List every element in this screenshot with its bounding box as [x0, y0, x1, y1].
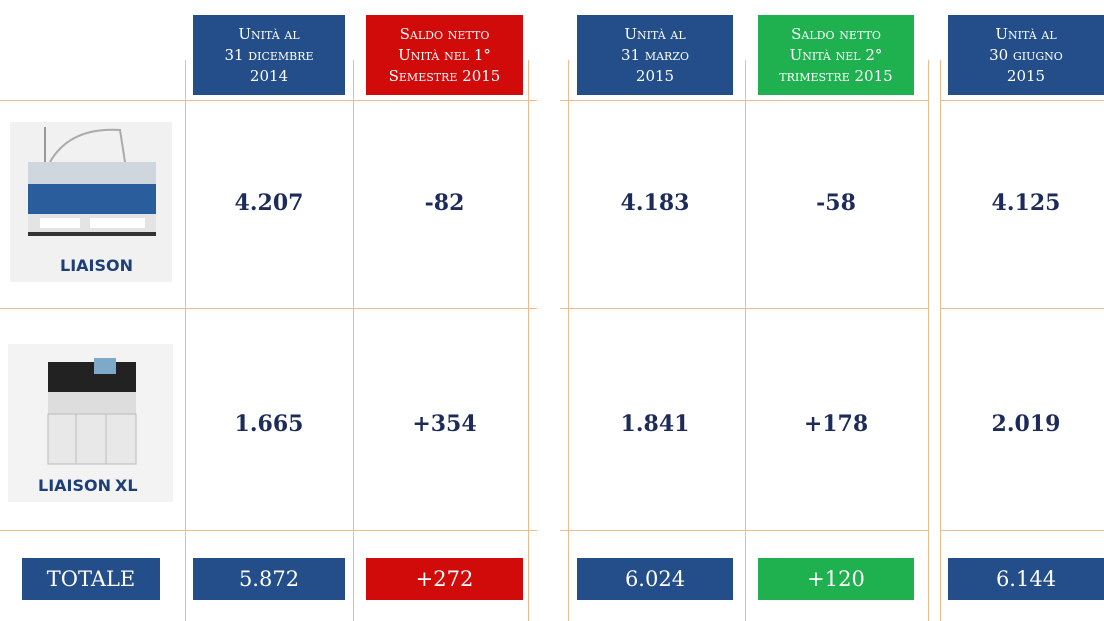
cell-value: +178 — [756, 411, 916, 437]
header-line: 2015 — [577, 66, 733, 87]
divider — [940, 530, 1104, 531]
header-line: 2015 — [948, 66, 1104, 87]
cell-value: 1.841 — [575, 411, 735, 437]
cell-value: -58 — [756, 190, 916, 216]
logo-suffix: XL — [115, 476, 138, 495]
header-line: Unità al — [577, 24, 733, 45]
header-line: 31 dicembre — [193, 45, 345, 66]
divider — [0, 308, 537, 309]
divider — [560, 530, 928, 531]
total-label: TOTALE — [22, 558, 160, 600]
divider — [185, 60, 186, 621]
divider — [560, 100, 928, 101]
header-line: Saldo netto — [758, 24, 914, 45]
divider — [0, 530, 537, 531]
divider — [560, 308, 928, 309]
divider — [928, 60, 929, 621]
total-value: 6.144 — [948, 558, 1104, 600]
divider — [568, 60, 569, 621]
header-line: Unità nel 2° — [758, 45, 914, 66]
header-line: Unità al — [948, 24, 1104, 45]
cell-value: 2.019 — [946, 411, 1104, 437]
cell-value: +354 — [365, 411, 525, 437]
cell-value: 4.183 — [575, 190, 735, 216]
cell-value: 1.665 — [189, 411, 349, 437]
total-value: +272 — [366, 558, 523, 600]
header-line: 2014 — [193, 66, 345, 87]
product-logo: LIAISON — [60, 256, 133, 275]
divider — [940, 100, 1104, 101]
header-line: Unità al — [193, 24, 345, 45]
header-line: 31 marzo — [577, 45, 733, 66]
header-line: Saldo netto — [366, 24, 523, 45]
cell-value: 4.207 — [189, 190, 349, 216]
divider — [940, 60, 941, 621]
header-line: trimestre 2015 — [758, 66, 914, 87]
header-line: 30 giugno — [948, 45, 1104, 66]
divider — [353, 60, 354, 621]
divider — [528, 60, 529, 621]
divider — [940, 308, 1104, 309]
cell-value: -82 — [365, 190, 525, 216]
cell-value: 4.125 — [946, 190, 1104, 216]
divider — [745, 60, 746, 621]
total-value: 6.024 — [577, 558, 733, 600]
divider — [0, 100, 537, 101]
header-line: Unità nel 1° — [366, 45, 523, 66]
slide: Unità al31 dicembre2014Saldo nettoUnità … — [0, 0, 1104, 621]
total-value: 5.872 — [193, 558, 345, 600]
total-value: +120 — [758, 558, 914, 600]
header-line: Semestre 2015 — [366, 66, 523, 87]
